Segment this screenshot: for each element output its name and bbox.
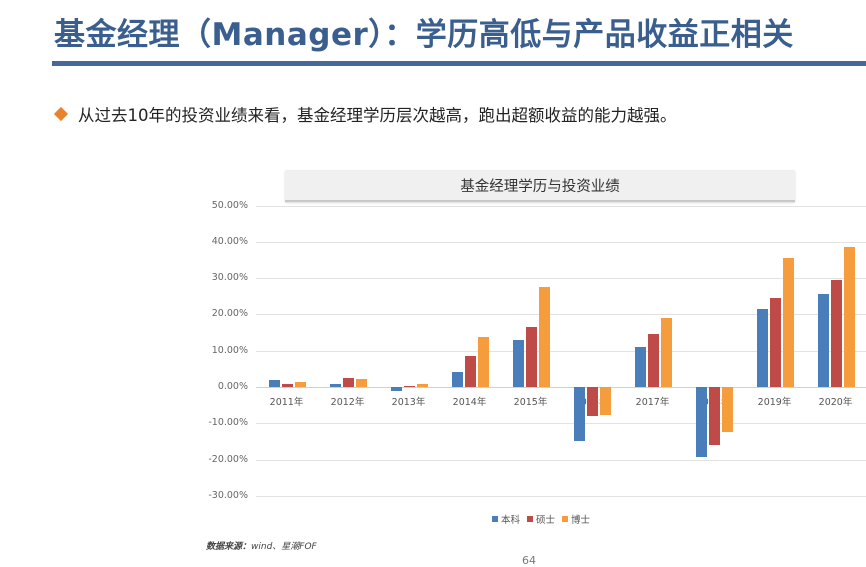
bar-博士-2013年 [416,384,428,387]
bar-博士-2017年 [660,318,672,387]
gridline [256,314,866,316]
bar-博士-2018年 [721,387,733,432]
legend-item: 本科 [492,512,520,526]
bar-本科-2012年 [329,384,341,387]
y-tick-label: 20.00% [211,308,248,320]
bar-硕士-2017年 [647,334,659,387]
legend-swatch-icon [492,516,498,522]
bar-本科-2016年 [573,387,585,441]
y-tick-label: -20.00% [208,453,248,465]
legend-swatch-icon [562,516,569,522]
page-number: 64 [522,554,536,567]
y-tick-label: -10.00% [208,417,248,429]
data-source: 数据来源：wind、星潮FOF [206,539,317,552]
chart-title: 基金经理学历与投资业绩 [460,178,620,195]
bar-硕士-2012年 [342,377,354,387]
bar-硕士-2015年 [525,326,537,387]
y-tick-label: 0.00% [217,381,248,392]
gridline [256,495,866,497]
data-source-label: 数据来源： [206,542,252,552]
gridline [256,350,866,352]
bar-本科-2018年 [695,387,707,457]
bar-本科-2014年 [451,371,463,387]
bar-本科-2019年 [756,309,768,387]
gridline [256,278,866,280]
page-title: 基金经理（Manager）：学历高低与产品收益正相关 [54,17,794,53]
x-tick-label: 2013年 [391,397,426,408]
bar-硕士-2013年 [403,385,415,387]
bar-硕士-2019年 [769,298,781,387]
bar-博士-2014年 [477,337,489,387]
y-tick-label: -30.00% [208,489,248,501]
bar-博士-2016年 [599,387,611,415]
x-tick-label: 2012年 [330,397,365,408]
bullet-point: 从过去10年的投资业绩来看，基金经理学历层次越高，跑出超额收益的能力越强。 [53,102,677,126]
y-tick-label: 50.00% [211,199,248,211]
y-tick-label: 10.00% [211,344,248,356]
gridline [256,459,866,461]
y-tick-label: 40.00% [211,235,248,247]
bar-博士-2020年 [843,247,855,387]
gridline [256,423,866,425]
legend-swatch-icon [527,516,534,522]
x-tick-label: 2017年 [635,397,670,408]
bar-博士-2011年 [294,382,306,387]
gridline [256,241,866,243]
legend-item: 博士 [562,512,590,526]
chart-legend: 本科 硕士 博士 [492,512,597,526]
chart-title-box: 基金经理学历与投资业绩 [285,170,795,202]
legend-item: 硕士 [527,512,555,526]
bar-本科-2015年 [512,340,524,387]
bar-本科-2011年 [268,380,280,387]
bar-硕士-2011年 [281,383,293,387]
x-tick-label: 2019年 [757,397,792,408]
bar-本科-2017年 [634,346,646,387]
bar-硕士-2018年 [708,387,720,446]
bar-本科-2020年 [817,294,829,387]
legend-label: 博士 [571,515,591,526]
legend-label: 本科 [501,515,521,526]
bar-硕士-2020年 [830,279,842,387]
bar-博士-2012年 [355,379,367,387]
title-divider [52,61,866,66]
bar-硕士-2016年 [586,387,598,416]
x-tick-label: 2015年 [513,397,548,408]
bar-博士-2019年 [782,258,794,387]
legend-label: 硕士 [536,515,556,526]
x-tick-label: 2014年 [452,397,487,408]
x-tick-label: 2020年 [818,397,853,408]
y-tick-label: 30.00% [211,272,248,284]
data-source-value: wind、星潮FOF [251,542,317,552]
bar-博士-2015年 [538,287,550,387]
bar-硕士-2014年 [464,356,476,387]
bar-本科-2013年 [390,387,402,391]
x-tick-label: 2011年 [269,397,304,408]
bullet-text: 从过去10年的投资业绩来看，基金经理学历层次越高，跑出超额收益的能力越强。 [78,106,677,125]
gridline [256,205,866,207]
gridline [256,387,866,388]
